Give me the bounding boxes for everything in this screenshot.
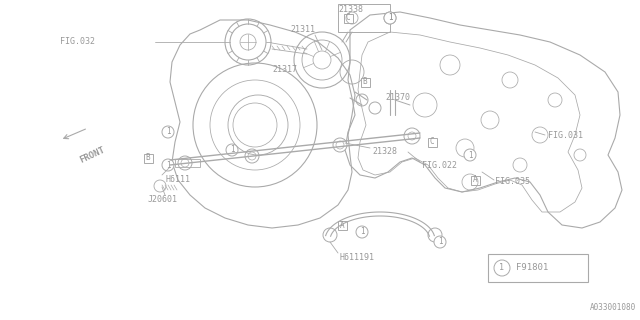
Text: 1: 1 — [230, 146, 234, 155]
Text: 1: 1 — [360, 228, 364, 236]
Text: 1: 1 — [438, 237, 442, 246]
Text: 21370: 21370 — [385, 93, 410, 102]
Circle shape — [494, 260, 510, 276]
Circle shape — [464, 149, 476, 161]
Text: 1: 1 — [166, 127, 170, 137]
Text: 21311: 21311 — [290, 26, 315, 35]
Circle shape — [333, 138, 347, 152]
Bar — [175, 159, 200, 167]
Bar — [344, 13, 353, 22]
Text: C: C — [346, 13, 350, 22]
Text: 1: 1 — [499, 263, 504, 273]
Text: FIG.032: FIG.032 — [60, 37, 95, 46]
Text: A033001080: A033001080 — [589, 303, 636, 312]
Text: B: B — [363, 77, 367, 86]
Text: FIG.022: FIG.022 — [422, 161, 457, 170]
Text: 1: 1 — [388, 13, 392, 22]
Circle shape — [323, 228, 337, 242]
Bar — [338, 4, 390, 32]
Circle shape — [384, 12, 396, 24]
Bar — [428, 138, 436, 147]
Circle shape — [356, 226, 368, 238]
Circle shape — [404, 128, 420, 144]
Text: C: C — [429, 138, 435, 147]
Text: 1: 1 — [468, 150, 472, 159]
Text: FRONT: FRONT — [78, 145, 106, 164]
Circle shape — [245, 149, 259, 163]
Text: 21317: 21317 — [272, 66, 297, 75]
Circle shape — [162, 159, 174, 171]
Bar — [337, 220, 346, 229]
Circle shape — [384, 12, 396, 24]
Circle shape — [162, 126, 174, 138]
Text: F91801: F91801 — [516, 263, 548, 273]
Text: FIG.035: FIG.035 — [495, 178, 530, 187]
Circle shape — [178, 156, 192, 170]
Text: 21338: 21338 — [338, 5, 363, 14]
Bar — [360, 77, 369, 86]
Text: 21328: 21328 — [372, 148, 397, 156]
Text: 1: 1 — [388, 13, 392, 22]
Text: H611191: H611191 — [340, 253, 375, 262]
Text: 1: 1 — [166, 161, 170, 170]
Circle shape — [428, 228, 442, 242]
Circle shape — [434, 236, 446, 248]
Bar — [143, 154, 152, 163]
Bar — [488, 254, 588, 282]
Text: H6111: H6111 — [165, 175, 190, 185]
Text: A: A — [473, 175, 477, 185]
Text: J20601: J20601 — [148, 196, 178, 204]
Text: A: A — [340, 220, 344, 229]
Bar — [470, 175, 479, 185]
Circle shape — [226, 144, 238, 156]
Text: B: B — [146, 154, 150, 163]
Text: FIG.031: FIG.031 — [548, 131, 583, 140]
